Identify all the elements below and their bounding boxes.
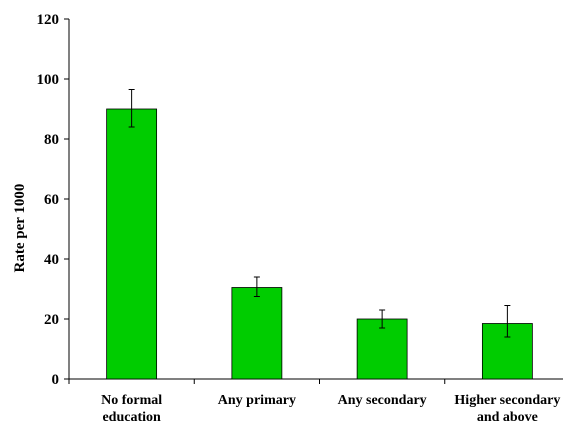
y-axis: 0 20 40 60 80 100 120 — [37, 12, 70, 388]
y-tick-label: 80 — [44, 132, 59, 148]
y-tick-label: 20 — [44, 312, 59, 328]
x-tick-label-line: and above — [477, 410, 538, 422]
x-tick-label: Any primary — [218, 393, 296, 408]
y-tick-label: 0 — [52, 372, 60, 388]
x-tick-label-line: Higher secondary — [454, 393, 560, 408]
x-tick-label: Higher secondary and above — [454, 393, 560, 422]
bars — [106, 108, 533, 380]
x-tick-label-line: Any primary — [218, 393, 296, 408]
x-tick-label-line: education — [102, 410, 161, 422]
y-tick-label: 60 — [44, 192, 59, 208]
bar — [231, 287, 283, 380]
x-axis — [68, 378, 563, 384]
error-bar — [379, 309, 386, 329]
bar — [356, 318, 408, 380]
error-bar — [504, 305, 511, 338]
y-tick-label: 40 — [44, 252, 59, 268]
error-bar — [253, 276, 260, 297]
x-tick-label-line: No formal — [101, 393, 162, 408]
bar — [481, 323, 533, 380]
category-labels: No formal education Any primary Any seconda… — [101, 393, 560, 422]
error-bars — [128, 89, 511, 338]
y-tick-label: 100 — [37, 72, 60, 88]
bar — [106, 108, 158, 380]
error-bar — [128, 89, 135, 128]
y-tick-label: 120 — [37, 12, 60, 28]
x-tick-label-line: Any secondary — [338, 393, 427, 408]
x-tick-label: Any secondary — [338, 393, 427, 408]
y-axis-title: Rate per 1000 — [12, 184, 28, 273]
x-tick-label: No formal education — [101, 393, 162, 422]
